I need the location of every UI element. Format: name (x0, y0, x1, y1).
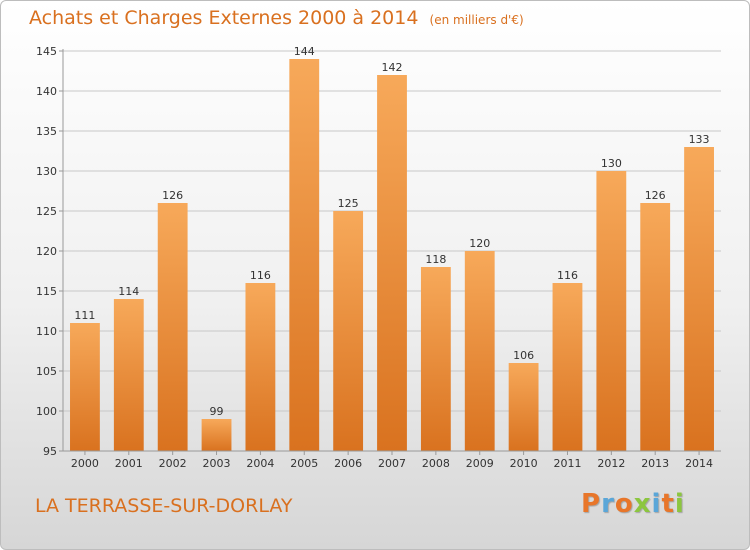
value-label: 118 (425, 253, 446, 266)
value-label: 116 (557, 269, 578, 282)
x-tick-label: 2009 (466, 457, 494, 470)
value-label: 126 (162, 189, 183, 202)
value-label: 99 (210, 405, 224, 418)
x-tick-label: 2013 (641, 457, 669, 470)
y-tick-label: 135 (36, 125, 57, 138)
bar-2000 (70, 323, 100, 451)
x-tick-label: 2006 (334, 457, 362, 470)
bar-2012 (596, 171, 627, 451)
y-tick-label: 95 (43, 445, 57, 458)
y-tick-label: 125 (36, 205, 57, 218)
brand-letter: P (581, 489, 602, 519)
title-row: Achats et Charges Externes 2000 à 2014 (… (29, 7, 524, 29)
value-label: 133 (689, 133, 710, 146)
x-tick-label: 2010 (510, 457, 538, 470)
y-tick-label: 145 (36, 45, 57, 58)
bar-2007 (377, 75, 407, 451)
value-label: 111 (74, 309, 95, 322)
bar-2003 (201, 419, 232, 451)
x-tick-label: 2001 (115, 457, 143, 470)
x-tick-label: 2011 (553, 457, 581, 470)
x-tick-label: 2004 (246, 457, 274, 470)
y-tick-label: 130 (36, 165, 57, 178)
bar-2010 (508, 363, 539, 451)
x-tick-label: 2002 (159, 457, 187, 470)
brand-letter: r (601, 489, 615, 519)
bar-2008 (420, 267, 451, 451)
brand-logo: Proxiti (581, 489, 685, 519)
bar-2013 (640, 203, 671, 451)
y-tick-label: 115 (36, 285, 57, 298)
x-tick-label: 2000 (71, 457, 99, 470)
value-label: 114 (118, 285, 139, 298)
x-tick-label: 2014 (685, 457, 713, 470)
brand-letter: i (674, 489, 685, 519)
y-tick-label: 105 (36, 365, 57, 378)
value-label: 125 (338, 197, 359, 210)
bar-2009 (464, 251, 495, 451)
value-label: 142 (382, 61, 403, 74)
chart-unit: (en milliers d'€) (429, 13, 524, 27)
value-label: 126 (645, 189, 666, 202)
brand-letter: i (651, 489, 662, 519)
commune-name: LA TERRASSE-SUR-DORLAY (35, 495, 293, 517)
bar-2004 (245, 283, 276, 451)
bar-2001 (113, 299, 144, 451)
bars (70, 59, 714, 451)
bar-2014 (684, 147, 714, 451)
value-label: 130 (601, 157, 622, 170)
y-tick-label: 110 (36, 325, 57, 338)
axes (59, 49, 721, 455)
x-tick-label: 2003 (203, 457, 231, 470)
labels: 95 100 105 110 115 120 125 130 135 140 145 111 2000 1… (36, 45, 713, 470)
y-tick-label: 140 (36, 85, 57, 98)
bar-2006 (333, 211, 364, 451)
x-tick-label: 2005 (290, 457, 318, 470)
brand-letter: t (661, 489, 675, 519)
value-label: 120 (469, 237, 490, 250)
x-tick-label: 2012 (597, 457, 625, 470)
y-tick-label: 100 (36, 405, 57, 418)
x-tick-label: 2007 (378, 457, 406, 470)
chart-title: Achats et Charges Externes 2000 à 2014 (29, 7, 419, 29)
y-tick-label: 120 (36, 245, 57, 258)
value-label: 116 (250, 269, 271, 282)
bar-2005 (289, 59, 320, 451)
x-tick-label: 2008 (422, 457, 450, 470)
value-label: 106 (513, 349, 534, 362)
brand-letter: o (614, 489, 634, 519)
value-label: 144 (294, 45, 315, 58)
bar-2011 (552, 283, 583, 451)
bar-2002 (157, 203, 188, 451)
brand-letter: x (633, 489, 652, 519)
